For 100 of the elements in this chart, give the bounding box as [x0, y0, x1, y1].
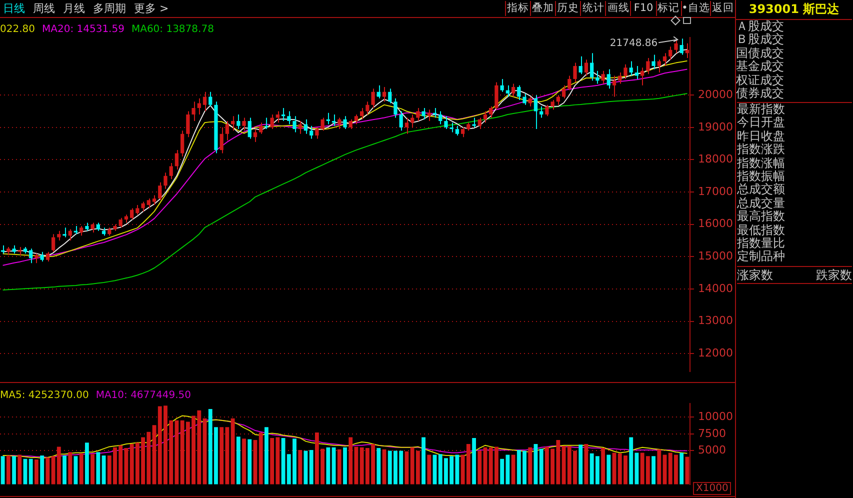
text: MA5: 4252370.00 — [0, 390, 89, 401]
text: 022.80 — [0, 24, 35, 35]
y-tick-label: 5000 — [698, 444, 726, 457]
text: 指标 — [505, 1, 530, 16]
candlestick — [422, 108, 426, 120]
candlestick — [34, 252, 38, 264]
candlestick — [366, 101, 370, 116]
bar — [258, 432, 263, 484]
bar — [376, 448, 381, 484]
candlestick — [197, 98, 201, 116]
y-tick-label: 7500 — [698, 426, 726, 440]
candlestick — [657, 59, 661, 73]
candlestick — [62, 227, 66, 238]
bar — [90, 454, 95, 484]
candlestick — [494, 82, 498, 110]
y-tick-label: 18000 — [698, 152, 733, 166]
candlestick — [652, 54, 656, 70]
candlestick — [668, 46, 672, 60]
candlestick — [534, 94, 538, 130]
text: 总成交量 — [737, 196, 786, 210]
bar — [472, 438, 476, 484]
candlestick — [57, 230, 61, 242]
candlestick — [242, 117, 246, 132]
candlestick — [606, 68, 610, 90]
candlestick — [320, 117, 324, 132]
bar — [12, 456, 16, 484]
candlestick — [287, 110, 291, 125]
candlestick — [596, 70, 600, 84]
text: 定制品种 — [737, 249, 786, 264]
bar — [511, 454, 516, 484]
candlestick — [164, 172, 168, 190]
bar — [478, 450, 482, 484]
candlestick — [584, 59, 588, 76]
text: Ｂ股成交 — [736, 32, 785, 47]
text: 总成交额 — [737, 182, 786, 197]
candlestick — [208, 91, 212, 107]
text: Ａ股成交 — [736, 19, 785, 33]
candlestick — [202, 91, 207, 112]
candlestick — [472, 117, 476, 128]
text: •自选 — [680, 1, 710, 16]
y-tick-label: 10000 — [698, 410, 733, 423]
candlestick — [292, 116, 296, 133]
bar — [422, 437, 426, 484]
bar — [652, 456, 656, 484]
candlestick — [90, 222, 94, 233]
candlestick — [455, 125, 460, 136]
candlestick — [573, 62, 577, 83]
bar — [34, 459, 38, 484]
bar — [0, 456, 5, 484]
bar — [528, 447, 532, 484]
candlestick — [624, 64, 628, 80]
bar — [6, 455, 10, 484]
y-tick-label: 13000 — [698, 314, 733, 328]
text: 多周期 — [93, 1, 126, 16]
candlestick — [410, 114, 414, 128]
y-tick-label: 14000 — [698, 282, 733, 295]
candlestick — [578, 56, 582, 75]
bar — [601, 448, 606, 484]
candlestick — [146, 198, 150, 209]
bar — [298, 450, 302, 484]
y-tick-label: 15000 — [698, 250, 733, 263]
candlestick — [354, 114, 358, 125]
candlestick — [236, 114, 240, 130]
candlestick — [348, 118, 352, 130]
y-tick-label: 20000 — [698, 88, 733, 101]
candlestick — [517, 84, 521, 100]
text: MA20: 14531.59 — [42, 24, 124, 35]
candlestick — [315, 126, 319, 140]
candlestick — [618, 72, 622, 84]
candlestick — [483, 110, 488, 124]
candlestick — [343, 116, 347, 130]
bar — [309, 450, 314, 484]
text: F10 — [630, 1, 656, 16]
bar — [248, 439, 252, 484]
text: 393001 斯巴达 — [736, 0, 852, 20]
candlestick — [556, 94, 560, 106]
text: 最高指数 — [737, 209, 786, 224]
bar — [62, 455, 66, 484]
text: 权证成交 — [736, 72, 785, 87]
text: 跌家数 — [816, 267, 852, 283]
bar — [657, 449, 662, 484]
candlestick — [388, 88, 392, 104]
candlestick — [180, 130, 184, 158]
bar — [343, 447, 347, 484]
text: 返回 — [710, 1, 735, 16]
candlestick — [612, 75, 616, 98]
candlestick — [500, 78, 504, 92]
bar — [264, 427, 268, 484]
text: 昨日收盘 — [737, 128, 786, 143]
bar — [578, 444, 583, 484]
bar — [230, 418, 235, 484]
text: 统计 — [580, 1, 606, 16]
candlestick — [29, 248, 33, 264]
text: 历史 — [555, 1, 580, 16]
text: 指数涨跌 — [737, 142, 786, 157]
candlestick — [192, 101, 196, 122]
candlestick — [680, 38, 684, 56]
candlestick — [174, 150, 179, 170]
candlestick — [646, 57, 650, 75]
candlestick — [489, 106, 493, 118]
